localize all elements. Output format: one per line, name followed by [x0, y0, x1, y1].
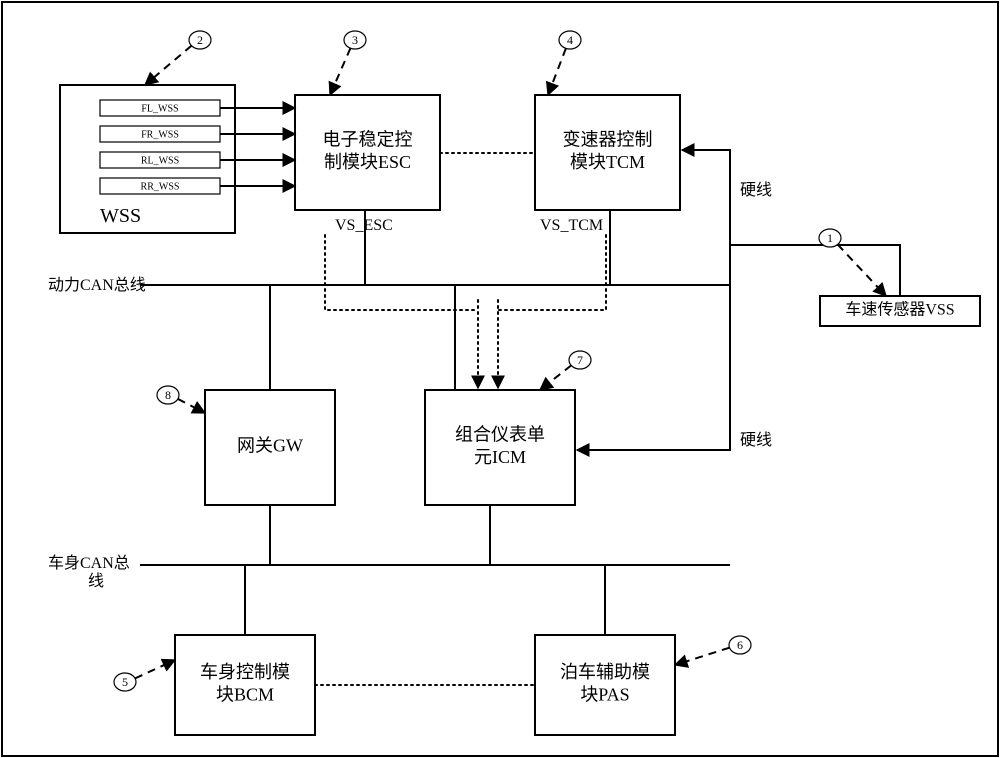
- tcm-text-line-0: 变速器控制: [563, 129, 653, 149]
- vss-to-icm: [577, 245, 730, 450]
- esc-text-line-0: 电子稳定控: [323, 129, 413, 149]
- gw-text-line-0: 网关GW: [237, 436, 303, 456]
- callout-num-8: 8: [165, 388, 171, 402]
- callout-num-5: 5: [122, 675, 128, 689]
- callout-leader-7: [540, 365, 571, 390]
- callout-leader-6: [675, 648, 729, 665]
- wss-inner-label-1: FR_WSS: [141, 129, 179, 140]
- bcm-text-line-0: 车身控制模: [200, 662, 290, 682]
- label-can2l2: 线: [88, 572, 104, 590]
- callout-leader-4: [548, 48, 566, 95]
- callout-num-4: 4: [567, 33, 573, 47]
- icm-text-line-1: 元ICM: [474, 447, 526, 467]
- label-can2l1: 车身CAN总: [48, 554, 130, 572]
- callout-leader-8: [178, 399, 205, 413]
- callout-num-6: 6: [737, 638, 743, 652]
- icm-text-line-0: 组合仪表单: [455, 424, 545, 444]
- esc-text-line-1: 制模块ESC: [324, 152, 411, 172]
- diagram-canvas: WSS FL_WSS FR_WSS RL_WSS RR_WSS 电子稳定控制模块ESC 变速…: [0, 0, 1000, 758]
- callout-num-2: 2: [197, 33, 203, 47]
- tcm-text-line-1: 模块TCM: [570, 152, 645, 172]
- label-vs_esc: VS_ESC: [335, 217, 393, 234]
- wss-label: WSS: [100, 205, 141, 227]
- pas-text-line-1: 块PAS: [580, 684, 629, 704]
- callout-leader-3: [330, 48, 350, 95]
- callout-leader-5: [135, 660, 175, 678]
- label-can1: 动力CAN总线: [48, 276, 146, 294]
- label-hard2: 硬线: [740, 431, 772, 449]
- label-vs_tcm: VS_TCM: [540, 217, 603, 234]
- callout-num-7: 7: [577, 353, 583, 367]
- callout-num-1: 1: [827, 231, 833, 245]
- callout-leader-2: [145, 46, 191, 85]
- vss-text-line-0: 车速传感器VSS: [845, 301, 954, 319]
- pas-text-line-0: 泊车辅助模: [560, 662, 650, 682]
- bcm-text-line-1: 块BCM: [216, 684, 274, 704]
- vss-to-tcm: [682, 150, 900, 296]
- wss-inner-label-2: RL_WSS: [141, 155, 179, 166]
- wss-inner-label-0: FL_WSS: [141, 103, 178, 114]
- wss-inner-label-3: RR_WSS: [141, 181, 180, 192]
- callout-num-3: 3: [352, 33, 358, 47]
- label-hard1: 硬线: [740, 181, 772, 199]
- vs-tcm-path-h: [498, 235, 606, 310]
- callout-leader-1: [838, 244, 886, 296]
